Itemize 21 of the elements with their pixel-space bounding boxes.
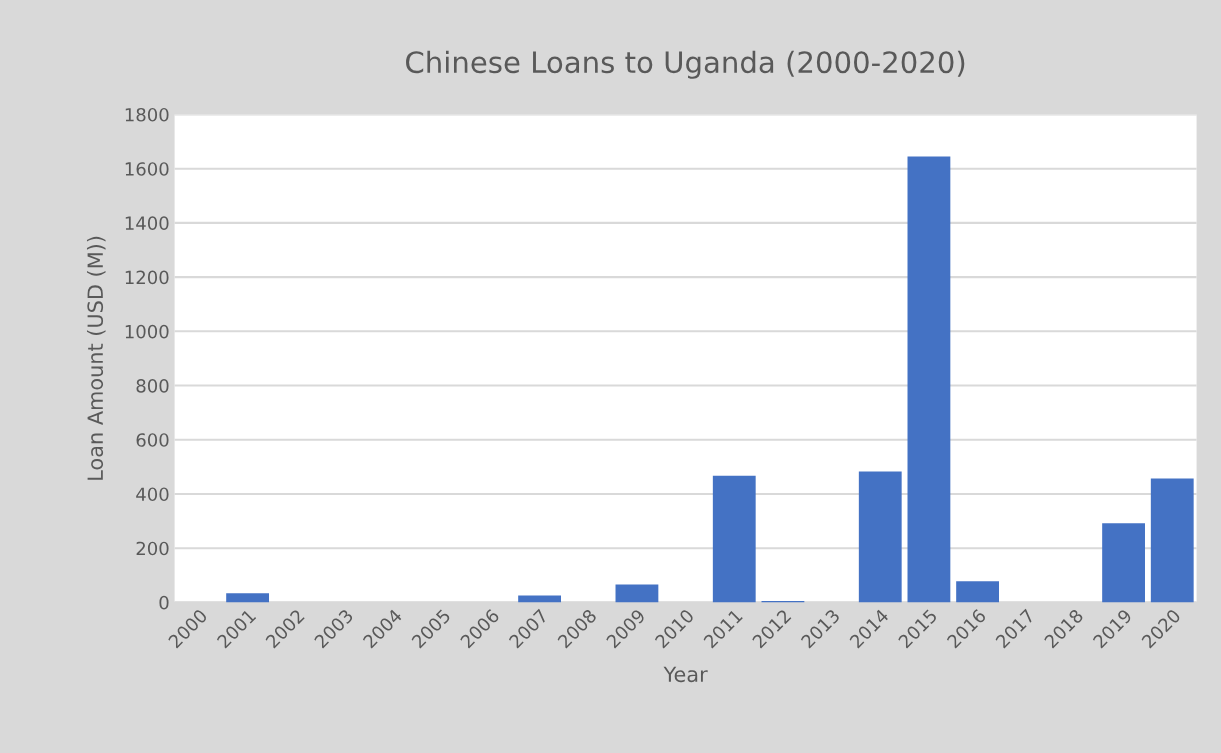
y-tick-label: 1200 xyxy=(125,270,169,285)
y-tick-label: 600 xyxy=(136,433,169,447)
bar xyxy=(1150,478,1194,603)
bar xyxy=(712,475,756,603)
bar xyxy=(226,593,270,603)
chart-title: Chinese Loans to Uganda (2000-2020) xyxy=(406,50,965,79)
bar xyxy=(1102,523,1145,603)
y-axis-title: Loan Amount (USD (M)) xyxy=(86,236,106,480)
y-tick-label: 1400 xyxy=(125,216,169,230)
y-tick-label: 0 xyxy=(159,595,169,610)
y-tick-label: 800 xyxy=(136,379,169,393)
bar xyxy=(956,581,999,603)
y-tick-label: 1800 xyxy=(125,107,169,122)
y-tick-label: 1000 xyxy=(125,324,169,339)
bar xyxy=(858,471,902,603)
y-tick-label: 400 xyxy=(136,487,169,502)
bar xyxy=(615,584,659,603)
y-tick-label: 200 xyxy=(136,541,169,556)
x-axis-title: Year xyxy=(663,666,708,683)
bar xyxy=(907,156,951,603)
y-tick-label: 1600 xyxy=(125,162,169,176)
